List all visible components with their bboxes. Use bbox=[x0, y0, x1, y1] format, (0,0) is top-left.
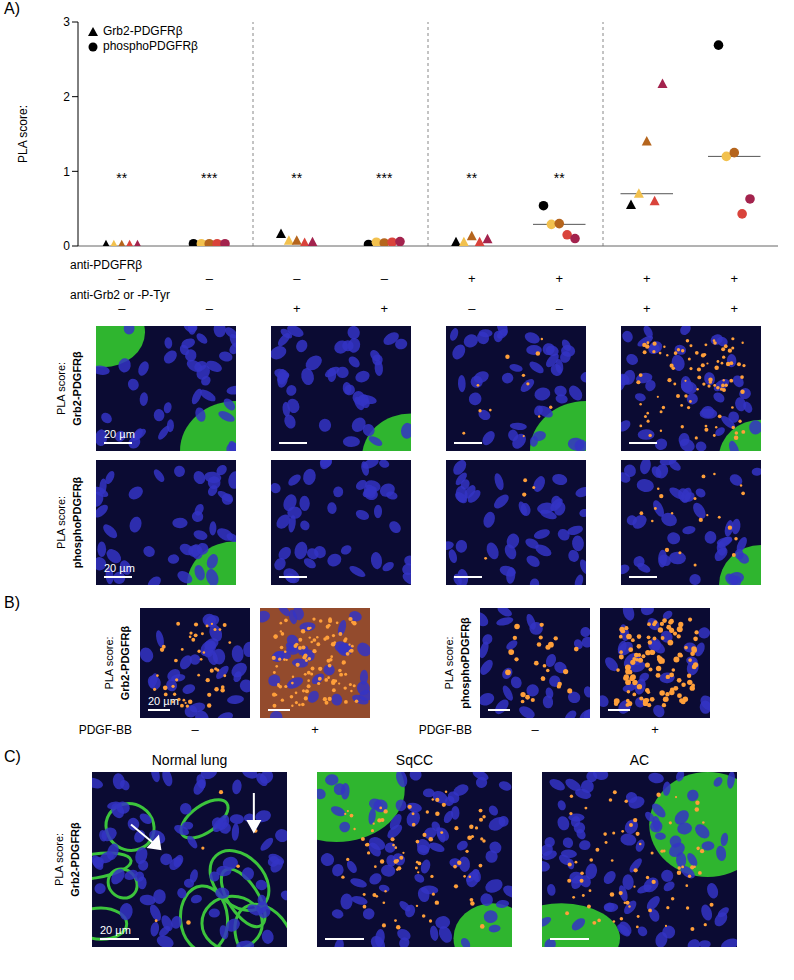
svg-text:0: 0 bbox=[63, 239, 70, 253]
svg-text:20 µm: 20 µm bbox=[148, 695, 179, 707]
html-text:AC: AC bbox=[629, 752, 650, 768]
svg-text:PLA score:: PLA score: bbox=[55, 496, 67, 549]
html-text:PDGF-BB: PDGF-BB bbox=[418, 723, 472, 737]
html-text:Normal lung: Normal lung bbox=[151, 752, 228, 768]
svg-text:phosphoPDGFRβ: phosphoPDGFRβ bbox=[71, 476, 83, 568]
svg-text:Grb2-PDGFRβ: Grb2-PDGFRβ bbox=[119, 625, 131, 700]
html-text:SqCC: SqCC bbox=[395, 752, 434, 768]
svg-text:Grb2-PDGFRβ: Grb2-PDGFRβ bbox=[71, 351, 83, 426]
html-text:C): C) bbox=[4, 748, 21, 765]
html-text:A): A) bbox=[4, 0, 20, 17]
svg-text:3: 3 bbox=[63, 15, 70, 29]
svg-text:20 µm: 20 µm bbox=[104, 428, 135, 440]
html-text:Grb2-PDGFRβ: Grb2-PDGFRβ bbox=[103, 24, 183, 38]
svg-text:PLA score:: PLA score: bbox=[16, 105, 30, 163]
html-text:phosphoPDGFRβ: phosphoPDGFRβ bbox=[103, 39, 198, 53]
html-text:PDGF-BB: PDGF-BB bbox=[78, 723, 132, 737]
svg-text:PLA score:: PLA score: bbox=[53, 833, 65, 886]
svg-text:PLA score:: PLA score: bbox=[103, 636, 115, 689]
svg-text:1: 1 bbox=[63, 165, 70, 179]
svg-text:phosphoPDGFRβ: phosphoPDGFRβ bbox=[459, 617, 471, 709]
svg-text:Grb2-PDGFRβ: Grb2-PDGFRβ bbox=[69, 822, 81, 897]
html-text:B): B) bbox=[4, 594, 20, 611]
svg-text:PLA score:: PLA score: bbox=[443, 636, 455, 689]
html-text:anti-PDGFRβ: anti-PDGFRβ bbox=[70, 258, 143, 272]
html-text:anti-Grb2 or -P-Tyr: anti-Grb2 or -P-Tyr bbox=[70, 288, 170, 302]
svg-text:20 µm: 20 µm bbox=[104, 562, 135, 574]
svg-text:20 µm: 20 µm bbox=[100, 924, 131, 936]
svg-text:PLA score:: PLA score: bbox=[55, 362, 67, 415]
svg-text:2: 2 bbox=[63, 90, 70, 104]
